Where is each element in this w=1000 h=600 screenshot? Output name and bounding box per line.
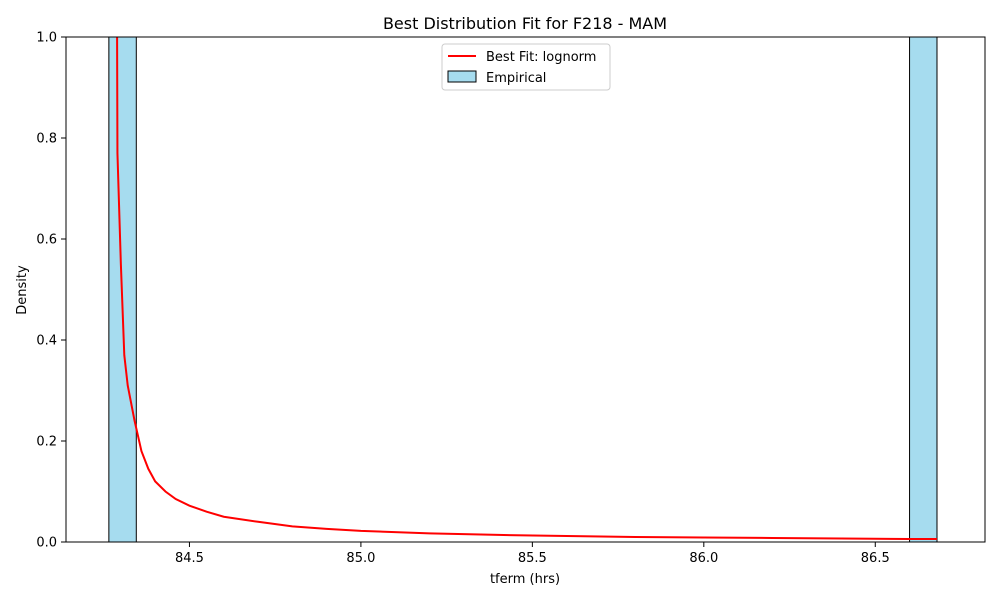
y-tick-label: 0.0 — [36, 536, 57, 551]
x-tick-label: 84.5 — [175, 551, 204, 566]
legend-box — [441, 43, 611, 91]
legend-fit-label: Best Fit: lognorm — [486, 50, 596, 65]
legend-empirical-swatch — [447, 70, 477, 83]
chart-title: Best Distribution Fit for F218 - MAM — [383, 14, 667, 33]
y-axis: 0.0 0.2 0.4 0.6 0.8 1.0 — [36, 31, 66, 551]
axes-frame — [65, 36, 986, 543]
x-tick-label: 86.0 — [689, 551, 718, 566]
y-tick-label: 0.4 — [36, 334, 57, 349]
y-axis-title: Density — [15, 265, 30, 315]
y-tick-label: 0.6 — [36, 233, 57, 248]
x-axis-title: tferm (hrs) — [490, 572, 560, 587]
x-tick-label: 85.5 — [518, 551, 547, 566]
plot-area — [108, 36, 938, 543]
fit-line — [116, 36, 937, 540]
legend-empirical-label: Empirical — [486, 71, 546, 86]
y-tick-label: 0.8 — [36, 132, 57, 147]
y-tick-label: 1.0 — [36, 31, 57, 46]
x-tick-label: 86.5 — [861, 551, 890, 566]
x-axis: 84.5 85.0 85.5 86.0 86.5 — [175, 542, 890, 566]
y-tick-label: 0.2 — [36, 435, 57, 450]
histogram-bar — [909, 36, 938, 543]
legend: Best Fit: lognorm Empirical — [441, 43, 611, 91]
x-tick-label: 85.0 — [346, 551, 375, 566]
